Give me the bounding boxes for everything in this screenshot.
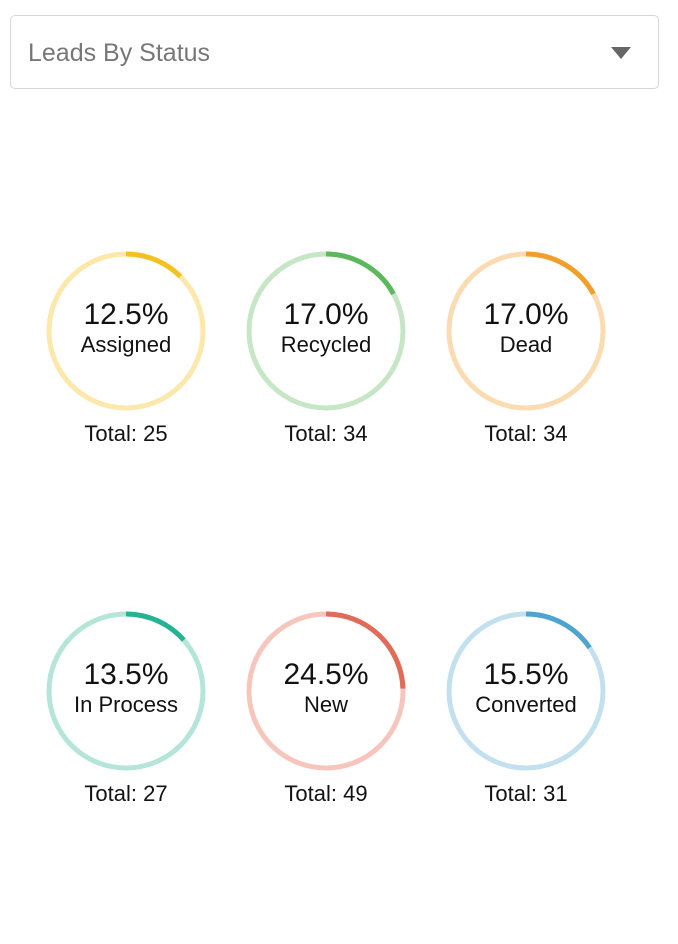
ring-progress <box>325 611 406 689</box>
ring-progress <box>125 611 186 642</box>
percent-value: 24.5% <box>283 658 369 691</box>
gauge-dead: 17.0% Dead Total: 34 <box>436 251 616 461</box>
total-count: Total: 27 <box>84 781 168 806</box>
percent-value: 12.5% <box>83 298 169 331</box>
ring-progress <box>525 251 596 296</box>
ring-chart-assigned <box>46 251 206 411</box>
gauge-converted: 15.5% Converted Total: 31 <box>436 611 616 821</box>
percent-value: 17.0% <box>283 298 369 331</box>
status-label: Assigned <box>80 332 172 357</box>
ring-chart-in-process <box>46 611 206 771</box>
status-label: Converted <box>475 692 577 717</box>
ring-chart-new <box>246 611 406 771</box>
gauge-recycled: 17.0% Recycled Total: 34 <box>236 251 416 461</box>
status-label: Recycled <box>280 332 372 357</box>
gauge-assigned: 12.5% Assigned Total: 25 <box>36 251 216 461</box>
ring-progress <box>325 251 396 296</box>
percent-value: 17.0% <box>483 298 569 331</box>
ring-progress <box>125 251 183 279</box>
total-count: Total: 31 <box>484 781 568 806</box>
caret-down-icon[interactable] <box>611 47 631 59</box>
total-count: Total: 34 <box>484 421 568 446</box>
gauge-new: 24.5% New Total: 49 <box>236 611 416 821</box>
status-label: New <box>303 692 348 717</box>
status-label: In Process <box>74 692 178 717</box>
total-count: Total: 49 <box>284 781 368 806</box>
total-count: Total: 34 <box>284 421 368 446</box>
ring-progress <box>525 611 592 650</box>
ring-chart-recycled <box>246 251 406 411</box>
ring-chart-dead <box>446 251 606 411</box>
status-label: Dead <box>499 332 553 357</box>
leads-status-dropdown[interactable]: Leads By Status <box>10 15 659 89</box>
percent-value: 15.5% <box>483 658 569 691</box>
ring-chart-converted <box>446 611 606 771</box>
dropdown-title: Leads By Status <box>28 39 211 67</box>
percent-value: 13.5% <box>83 658 169 691</box>
gauge-in-process: 13.5% In Process Total: 27 <box>36 611 216 821</box>
total-count: Total: 25 <box>84 421 168 446</box>
